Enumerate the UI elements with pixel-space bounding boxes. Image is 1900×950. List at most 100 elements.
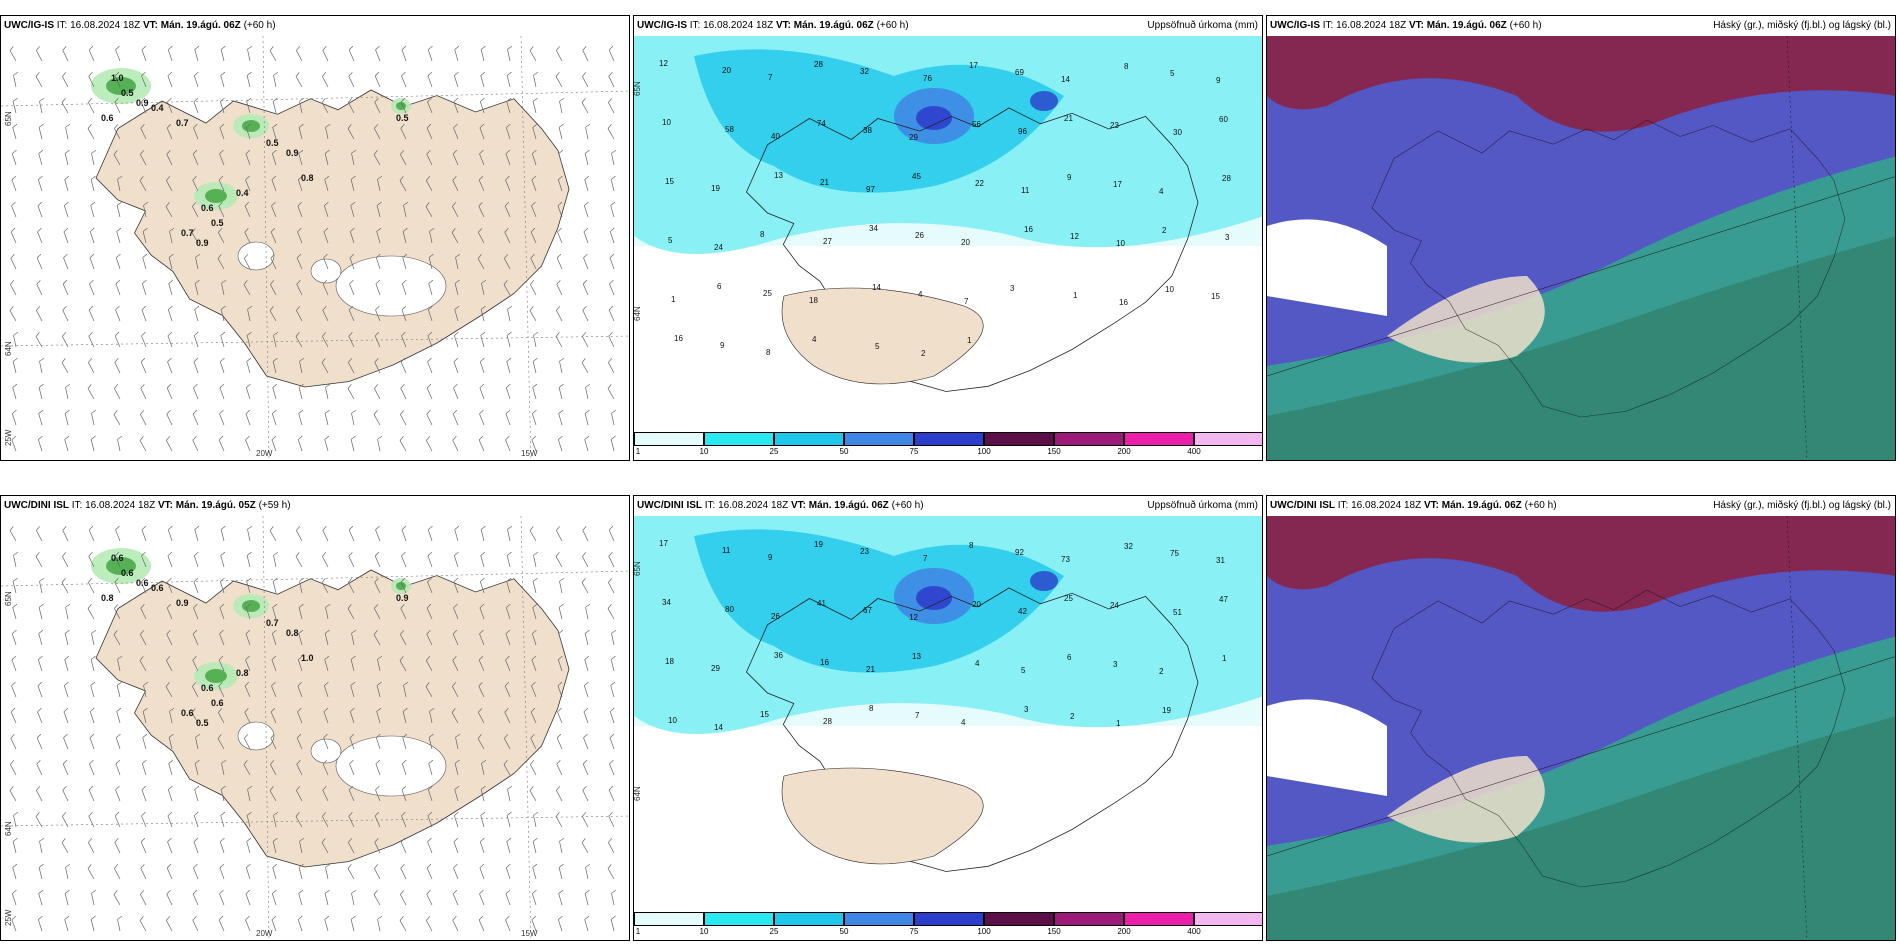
- precip-value-label: 12: [659, 59, 668, 68]
- wind-barb: [402, 227, 408, 244]
- wind-barb: [115, 253, 121, 270]
- wind-barb: [322, 552, 329, 568]
- wind-barb: [480, 525, 486, 542]
- precip-value-label: 24: [1110, 601, 1119, 610]
- wind-barb: [401, 331, 407, 348]
- precip-value-label: 18: [665, 657, 674, 666]
- precip-value-label: 0.6: [121, 568, 134, 578]
- wind-barb: [402, 253, 408, 270]
- wind-barb: [193, 837, 199, 854]
- wind-barb: [298, 409, 304, 426]
- wind-barb: [610, 175, 616, 192]
- map-cloud-cover: [1267, 36, 1895, 460]
- wind-barb: [506, 71, 512, 88]
- colorbar-label: 150: [1047, 927, 1061, 936]
- wind-barb: [166, 123, 173, 140]
- wind-barb: [505, 655, 511, 672]
- wind-barb: [10, 707, 17, 724]
- wind-barb: [453, 811, 459, 828]
- wind-barb: [427, 97, 433, 114]
- wind-barb: [559, 577, 565, 594]
- wind-barb: [271, 409, 277, 426]
- wind-barb: [506, 577, 512, 594]
- wind-barb: [296, 279, 303, 296]
- wind-barb: [88, 331, 95, 348]
- wind-barb: [321, 838, 329, 854]
- wind-barb: [167, 577, 173, 594]
- wind-barb: [452, 202, 459, 218]
- wind-barb: [506, 551, 512, 568]
- precip-value-label: 18: [809, 296, 818, 305]
- precip-value-label: 15: [1211, 292, 1220, 301]
- wind-barb: [427, 551, 433, 568]
- wind-barb: [115, 733, 121, 750]
- wind-barb: [478, 435, 485, 452]
- wind-barb: [506, 331, 512, 348]
- longitude-label: 20W: [256, 449, 273, 458]
- wind-barb: [531, 149, 537, 166]
- precip-value-label: 0.6: [201, 683, 214, 693]
- wind-barb: [88, 98, 95, 114]
- graticule-line: [1, 90, 629, 107]
- wind-barb: [478, 655, 485, 672]
- wind-barb: [296, 733, 303, 750]
- wind-barb: [374, 71, 381, 88]
- wind-barb: [114, 577, 121, 594]
- wind-barb: [272, 383, 278, 400]
- wind-barb: [245, 409, 251, 426]
- wind-barb: [12, 837, 18, 854]
- wind-barb: [195, 253, 201, 270]
- wind-barb: [376, 707, 382, 724]
- colorbar-label: 10: [699, 447, 709, 456]
- wind-barb: [35, 72, 43, 88]
- wind-barb: [192, 409, 199, 426]
- wind-barb: [141, 525, 147, 542]
- wind-barb: [585, 603, 591, 620]
- precip-value-label: 51: [1173, 608, 1182, 617]
- wind-barb: [139, 656, 147, 672]
- wind-barb: [403, 681, 409, 698]
- wind-barb: [400, 123, 407, 140]
- wind-barb: [428, 759, 434, 776]
- wind-barb: [116, 707, 122, 724]
- wind-barb: [478, 201, 485, 218]
- wind-barb: [90, 681, 96, 698]
- precip-value-label: 1.0: [111, 73, 124, 83]
- wind-barb: [193, 577, 199, 594]
- wind-barb: [480, 811, 486, 828]
- wind-barb: [37, 175, 43, 192]
- precip-core: [205, 669, 227, 683]
- wind-barb: [37, 435, 43, 452]
- wind-barb: [427, 71, 433, 88]
- wind-barb: [89, 279, 95, 296]
- colorbar-label: 100: [977, 447, 991, 456]
- wind-barb: [140, 890, 147, 906]
- wind-barb: [192, 629, 199, 646]
- wind-barb: [374, 97, 381, 114]
- wind-barb: [36, 279, 43, 296]
- wind-barb: [505, 915, 511, 932]
- wind-barb: [324, 629, 330, 646]
- wind-barb: [218, 655, 225, 672]
- wind-barb: [374, 837, 381, 854]
- precip-core: [916, 586, 952, 610]
- longitude-label: 15W: [521, 929, 538, 938]
- wind-barb: [453, 863, 459, 880]
- wind-barb: [65, 123, 71, 140]
- wind-barb: [88, 45, 95, 62]
- wind-barb: [141, 551, 147, 568]
- wind-barb: [348, 838, 355, 854]
- wind-barb: [322, 525, 329, 542]
- wind-barb: [114, 331, 121, 348]
- wind-barb: [220, 811, 226, 828]
- wind-barb: [373, 410, 381, 426]
- wind-barb: [143, 201, 149, 218]
- latitude-label: 64N: [4, 341, 13, 356]
- wind-barb: [480, 71, 486, 88]
- wind-barb: [426, 863, 433, 880]
- wind-barb: [584, 655, 590, 672]
- colorbar-swatch: [1194, 432, 1262, 446]
- precip-value-label: 13: [912, 652, 921, 661]
- wind-barb: [270, 253, 277, 270]
- wind-barb: [193, 71, 199, 88]
